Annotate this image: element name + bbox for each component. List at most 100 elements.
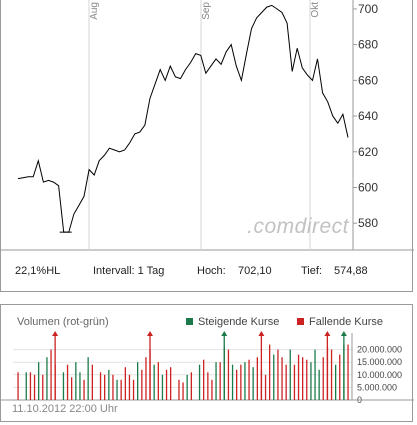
volume-bar xyxy=(79,372,81,400)
volume-bar xyxy=(182,382,184,400)
month-label: Aug xyxy=(89,2,100,20)
volume-bar xyxy=(203,359,205,400)
volume-y-tick-label: 20.000.000 xyxy=(357,345,402,355)
month-label: Okt xyxy=(310,2,321,18)
volume-overflow-arrow xyxy=(258,331,265,336)
volume-bar xyxy=(215,362,217,400)
month-label: Sep xyxy=(201,2,212,20)
volume-overflow-arrow xyxy=(340,331,347,336)
volume-overflow-arrow xyxy=(52,331,59,336)
volume-bar xyxy=(46,357,48,400)
volume-bar xyxy=(289,349,291,400)
volume-bar xyxy=(306,359,308,400)
volume-bar xyxy=(120,379,122,400)
volume-bar xyxy=(190,372,192,400)
volume-bar xyxy=(293,364,296,400)
volume-bar xyxy=(75,362,77,400)
y-tick-label: 700 xyxy=(358,2,378,16)
volume-bar xyxy=(33,374,36,400)
volume-bar xyxy=(137,362,139,400)
volume-bar xyxy=(318,369,320,400)
volume-bar xyxy=(128,374,131,400)
volume-bar xyxy=(29,372,32,400)
volume-bar xyxy=(141,369,143,400)
volume-y-tick-label: 15.000.000 xyxy=(357,357,402,367)
price-chart-panel: Aug Sep Okt 580 600 620 640 660 680 700 .comdirect… xyxy=(0,0,414,292)
volume-bar xyxy=(42,374,44,400)
volume-overflow-arrow xyxy=(324,331,331,336)
hl-label: 22,1%HL xyxy=(15,265,61,277)
volume-bar xyxy=(231,364,234,400)
legend-rising-swatch xyxy=(186,318,193,325)
volume-y-tick-label: 5.000.000 xyxy=(357,382,397,392)
volume-bar xyxy=(161,374,164,400)
high-value: 702,10 xyxy=(238,265,272,277)
low-value: 574,88 xyxy=(334,265,368,277)
y-tick-label: 680 xyxy=(358,38,378,52)
interval-label: Intervall: 1 Tag xyxy=(93,265,165,277)
volume-bar xyxy=(91,364,93,400)
volume-bar xyxy=(314,349,316,400)
price-chart: Aug Sep Okt 580 600 620 640 660 680 700 .comdirect xyxy=(1,0,414,251)
y-tick-label: 580 xyxy=(358,216,378,230)
volume-bar xyxy=(244,362,246,400)
legend-falling-label: Fallende Kurse xyxy=(309,316,383,328)
volume-bar xyxy=(71,377,73,400)
volume-bar xyxy=(38,362,40,400)
volume-bar xyxy=(310,362,312,400)
volume-bar xyxy=(252,367,254,400)
volume-bar xyxy=(198,364,201,400)
y-tick-label: 640 xyxy=(358,109,378,123)
volume-overflow-arrow xyxy=(147,331,153,336)
high-label: Hoch: xyxy=(197,265,226,277)
volume-bar xyxy=(112,374,114,400)
volume-bar xyxy=(264,374,267,400)
volume-bar xyxy=(186,374,188,400)
volume-bar xyxy=(256,357,258,400)
price-line xyxy=(17,4,349,233)
volume-bar xyxy=(153,364,155,400)
volume-bar xyxy=(219,362,221,400)
low-label: Tief: xyxy=(301,265,322,277)
volume-bar xyxy=(145,357,147,400)
volume-overflow-arrow xyxy=(221,331,228,336)
volume-bar xyxy=(99,372,102,400)
volume-bar xyxy=(62,372,65,400)
volume-bar xyxy=(285,364,287,400)
legend-falling: Fallende Kurse xyxy=(297,316,383,328)
volume-bar xyxy=(211,379,213,400)
volume-title: Volumen (rot-grün) xyxy=(17,316,109,328)
y-tick-label: 620 xyxy=(358,145,378,159)
volume-chart-panel: 20.000.000 15.000.000 10.000.000 5.000.000 0 xyxy=(0,304,414,422)
volume-bar xyxy=(170,367,172,400)
volume-bar xyxy=(248,359,250,400)
y-tick-label: 600 xyxy=(358,181,378,195)
volume-bar xyxy=(207,372,209,400)
volume-bar xyxy=(157,362,159,400)
volume-bar xyxy=(269,344,271,400)
volume-bar xyxy=(277,349,279,400)
timestamp: 11.10.2012 22:00 Uhr xyxy=(12,403,118,415)
volume-bar xyxy=(66,364,69,400)
legend-rising-label: Steigende Kurse xyxy=(198,316,280,328)
legend-falling-swatch xyxy=(297,318,304,325)
volume-bar xyxy=(302,357,304,400)
volume-bar xyxy=(227,349,230,400)
volume-bar xyxy=(165,369,168,400)
volume-bar xyxy=(104,374,106,400)
volume-bar xyxy=(347,344,349,400)
volume-bar xyxy=(322,357,324,400)
volume-bar xyxy=(281,357,283,400)
volume-bar xyxy=(17,372,19,400)
volume-bar xyxy=(132,379,135,400)
volume-bar xyxy=(83,379,85,400)
volume-bar xyxy=(50,349,52,400)
volume-bar xyxy=(87,357,89,400)
volume-bar xyxy=(116,379,118,400)
volume-bar xyxy=(25,372,27,400)
volume-y-tick-label: 10.000.000 xyxy=(357,370,402,380)
volume-bar xyxy=(339,354,341,400)
watermark: .comdirect xyxy=(247,215,350,238)
volume-bar xyxy=(273,354,275,400)
